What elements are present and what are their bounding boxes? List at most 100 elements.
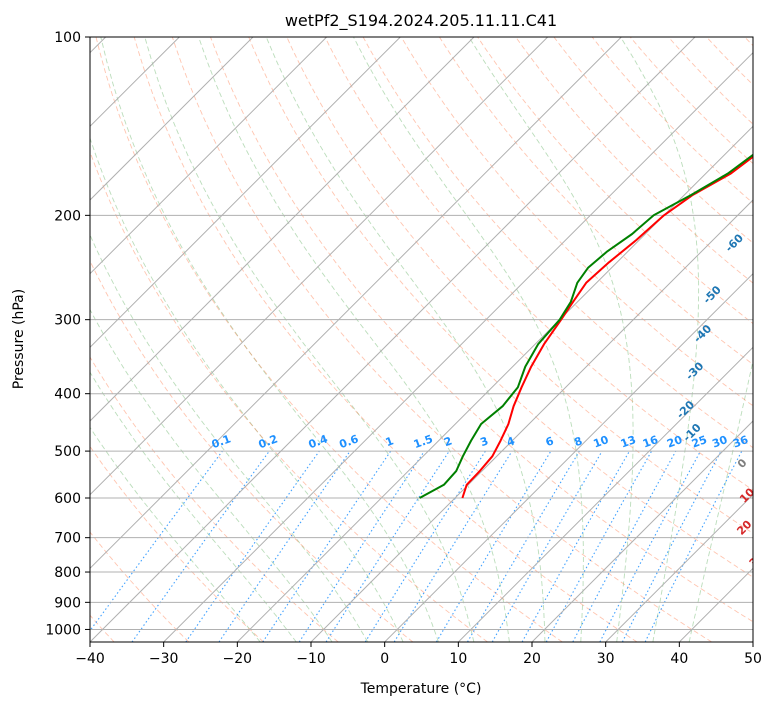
- mixing-ratio-line: [521, 450, 630, 642]
- moist-adiabat: [620, 37, 700, 642]
- moist-adiabat: [144, 37, 475, 642]
- dry-adiabat: [591, 37, 753, 204]
- isotherm-gridline: [90, 37, 254, 201]
- x-tick-label: 50: [744, 651, 762, 667]
- dry-adiabat: [477, 37, 753, 325]
- mixing-ratio-label: 1.5: [412, 432, 435, 451]
- y-tick-label: 400: [54, 387, 81, 403]
- dry-adiabat-label: 10: [737, 485, 757, 505]
- dry-adiabat: [171, 37, 712, 642]
- isotherm-gridline: [384, 272, 753, 642]
- y-tick-label: 700: [54, 531, 81, 547]
- mixing-ratio-label: 4: [505, 434, 517, 449]
- mixing-ratio-line: [298, 450, 425, 642]
- plot-frame: [89, 36, 754, 643]
- y-tick-label: 100: [54, 30, 81, 46]
- dry-adiabat: [756, 10, 775, 642]
- dry-adiabat: [90, 150, 488, 642]
- mixing-ratio-label: 0.4: [307, 432, 330, 451]
- mixing-ratio-line: [218, 450, 351, 642]
- mixing-ratio-line: [393, 450, 513, 642]
- moist-adiabat: [90, 308, 333, 642]
- series-line-2: [419, 153, 753, 499]
- mixing-ratio-label: 0.1: [210, 432, 233, 451]
- mixing-ratio-line: [599, 450, 701, 642]
- y-tick-label: 800: [54, 565, 81, 581]
- mixing-ratio-line: [545, 450, 653, 642]
- dry-adiabat: [744, 37, 753, 47]
- moist-adiabat: [90, 426, 261, 642]
- mixing-ratio-line: [185, 450, 320, 642]
- dry-adiabat: [90, 445, 264, 642]
- x-tick-label: 10: [449, 651, 467, 667]
- isotherm-gridline: [457, 346, 753, 642]
- mixing-ratio-line: [621, 450, 722, 642]
- chart-title: wetPf2_S194.2024.205.11.11.C41: [285, 11, 557, 31]
- mixing-ratio-label: 0.2: [257, 432, 280, 451]
- isotherm-gridline: [90, 37, 696, 642]
- dry-adiabat: [553, 37, 753, 244]
- moist-adiabat: [198, 37, 510, 642]
- x-tick-label: −40: [75, 651, 105, 667]
- x-tick-label: −20: [223, 651, 253, 667]
- dry-adiabat: [286, 37, 753, 534]
- dry-adiabat: [400, 37, 753, 407]
- x-tick-label: 40: [670, 651, 688, 667]
- mixing-ratio-line: [262, 450, 392, 642]
- moist-adiabat: [90, 136, 404, 642]
- isotherm-gridline: [163, 51, 753, 642]
- y-tick-label: 300: [54, 313, 81, 329]
- mixing-ratio-label: 0.6: [338, 432, 361, 451]
- isotherm-gridline: [752, 641, 753, 642]
- background-lines: [90, 10, 775, 642]
- dry-adiabat-label: 30: [747, 549, 767, 569]
- dry-adiabat: [90, 356, 339, 642]
- dry-adiabat-label: -20: [674, 398, 697, 421]
- dry-adiabat-label: -80: [768, 127, 775, 150]
- moist-adiabat: [90, 233, 369, 642]
- plot-area: -100-90-80-70-60-50-40-30-20-10010203040…: [90, 10, 775, 642]
- dry-adiabat: [515, 37, 753, 284]
- dry-adiabat: [629, 37, 753, 165]
- mixing-ratio-label: 8: [572, 434, 584, 449]
- isotherm-gridline: [90, 37, 328, 275]
- isotherm-gridline: [90, 37, 401, 349]
- series-line-1: [461, 155, 753, 499]
- isotherm-gridline: [90, 37, 622, 570]
- dry-adiabat-label: -30: [683, 359, 706, 382]
- x-axis-title: Temperature (°C): [360, 681, 482, 697]
- isotherm-gridline: [605, 493, 753, 642]
- y-tick-label: 500: [54, 444, 81, 460]
- dry-adiabat: [95, 37, 563, 642]
- mixing-ratio-line: [572, 450, 677, 642]
- moist-adiabat: [353, 37, 584, 642]
- x-tick-label: −10: [296, 651, 326, 667]
- dry-adiabat-label: -50: [701, 283, 724, 306]
- dry-adiabat-label: 20: [734, 517, 754, 537]
- mixing-ratio-label: 16: [641, 433, 660, 451]
- mixing-ratio-label: 2: [442, 434, 454, 449]
- y-tick-label: 600: [54, 491, 81, 507]
- mixing-ratio-line: [325, 450, 450, 642]
- x-tick-label: 30: [597, 651, 615, 667]
- isotherm-gridline: [90, 37, 549, 496]
- mixing-ratio-label: 25: [690, 433, 709, 450]
- isotherm-gridline: [236, 125, 753, 642]
- y-axis-title: Pressure (hPa): [11, 289, 27, 389]
- x-tick-label: 0: [380, 651, 389, 667]
- mixing-ratio-label: 10: [592, 433, 611, 451]
- dry-adiabat-label: 0: [735, 456, 750, 471]
- moist-adiabat: [688, 358, 753, 642]
- moist-adiabat: [468, 37, 634, 642]
- mixing-ratio-label: 13: [619, 433, 638, 450]
- dry-adiabat: [90, 531, 190, 642]
- y-tick-label: 900: [54, 595, 81, 611]
- dry-adiabat: [210, 37, 753, 623]
- isotherm-gridline: [90, 37, 475, 422]
- mixing-ratio-label: 6: [544, 434, 556, 449]
- dry-adiabat-label: -70: [751, 174, 774, 197]
- mixing-ratio-label: 1: [384, 434, 396, 449]
- mixing-ratio-line: [131, 450, 270, 642]
- mixing-ratio-line: [644, 450, 743, 642]
